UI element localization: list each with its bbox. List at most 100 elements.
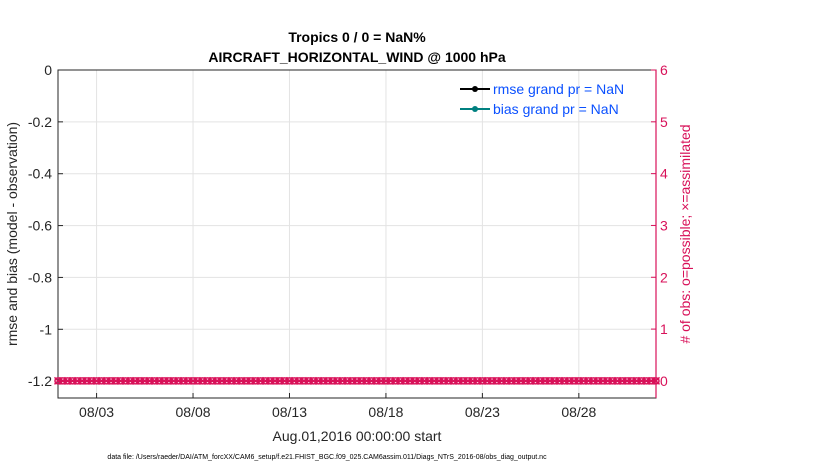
obs-possible-marker bbox=[589, 377, 598, 385]
obs-possible-marker bbox=[555, 377, 564, 385]
obs-possible-marker bbox=[102, 377, 110, 385]
obs-markers bbox=[53, 376, 661, 385]
y-tick-label-left: -1 bbox=[40, 321, 53, 337]
obs-possible-marker bbox=[459, 377, 467, 385]
obs-possible-marker bbox=[512, 377, 520, 385]
obs-possible-marker bbox=[213, 377, 221, 385]
obs-possible-marker bbox=[522, 377, 530, 385]
obs-possible-marker bbox=[54, 377, 62, 385]
obs-possible-marker bbox=[261, 377, 270, 385]
obs-possible-marker bbox=[300, 377, 308, 385]
obs-possible-marker bbox=[449, 377, 458, 385]
obs-possible-marker bbox=[546, 377, 554, 385]
obs-possible-marker bbox=[478, 377, 487, 385]
obs-possible-marker bbox=[517, 377, 525, 385]
obs-possible-marker bbox=[632, 377, 641, 385]
obs-possible-marker bbox=[242, 377, 250, 385]
obs-possible-marker bbox=[218, 377, 226, 385]
obs-possible-marker bbox=[126, 377, 135, 385]
plot-area bbox=[57, 69, 657, 399]
obs-possible-marker bbox=[194, 377, 202, 385]
obs-possible-marker bbox=[169, 377, 178, 385]
obs-possible-marker bbox=[116, 377, 125, 385]
y-tick-label-left: -0.4 bbox=[28, 166, 52, 182]
obs-possible-marker bbox=[550, 377, 559, 385]
obs-possible-marker bbox=[290, 377, 299, 385]
obs-possible-marker bbox=[333, 377, 342, 385]
obs-possible-marker bbox=[367, 377, 376, 385]
obs-possible-marker bbox=[160, 377, 168, 385]
obs-possible-marker bbox=[526, 377, 535, 385]
y-ticks-left: 0 -0.2 -0.4 -0.6 -0.8 -1 -1.2 bbox=[28, 62, 63, 389]
obs-possible-marker bbox=[531, 377, 540, 385]
y-tick-label-right: 4 bbox=[660, 166, 668, 182]
obs-possible-marker bbox=[473, 377, 482, 385]
obs-possible-marker bbox=[497, 377, 506, 385]
obs-possible-marker bbox=[266, 377, 274, 385]
obs-possible-marker bbox=[256, 377, 265, 385]
obs-possible-marker bbox=[613, 377, 622, 385]
obs-possible-marker bbox=[430, 377, 438, 385]
y-tick-label-left: 0 bbox=[44, 62, 52, 78]
obs-possible-marker bbox=[232, 377, 241, 385]
obs-possible-marker bbox=[637, 377, 646, 385]
x-tick-label: 08/28 bbox=[561, 404, 596, 420]
obs-possible-marker bbox=[83, 377, 91, 385]
obs-possible-marker bbox=[570, 377, 578, 385]
obs-possible-marker bbox=[536, 377, 545, 385]
obs-possible-marker bbox=[343, 377, 352, 385]
obs-possible-marker bbox=[285, 377, 294, 385]
obs-possible-marker bbox=[377, 377, 385, 385]
obs-possible-marker bbox=[406, 377, 414, 385]
obs-possible-marker bbox=[150, 377, 159, 385]
obs-possible-marker bbox=[184, 377, 192, 385]
obs-possible-marker bbox=[227, 377, 236, 385]
obs-possible-marker bbox=[203, 377, 212, 385]
obs-possible-marker bbox=[372, 377, 381, 385]
obs-possible-marker bbox=[444, 377, 453, 385]
obs-possible-marker bbox=[579, 377, 588, 385]
obs-possible-marker bbox=[507, 377, 516, 385]
y-tick-label-left: -1.2 bbox=[28, 373, 52, 389]
obs-possible-marker bbox=[314, 377, 323, 385]
obs-possible-marker bbox=[623, 377, 631, 385]
obs-assimilated-marker bbox=[651, 376, 661, 385]
obs-possible-marker bbox=[420, 377, 429, 385]
legend: rmse grand pr = NaN bias grand pr = NaN bbox=[460, 81, 624, 117]
legend-bias-label: bias grand pr = NaN bbox=[493, 101, 619, 117]
obs-possible-marker bbox=[618, 377, 626, 385]
obs-possible-marker bbox=[155, 377, 164, 385]
obs-possible-marker bbox=[604, 377, 612, 385]
obs-possible-marker bbox=[251, 377, 260, 385]
obs-possible-marker bbox=[179, 377, 188, 385]
y-axis-label-left: rmse and bias (model - observation) bbox=[4, 122, 20, 346]
obs-possible-marker bbox=[493, 377, 501, 385]
y-axis-label-right: # of obs: o=possible; ×=assimilated bbox=[677, 124, 693, 343]
obs-possible-marker bbox=[652, 377, 660, 385]
obs-possible-marker bbox=[223, 377, 231, 385]
y-tick-label-left: -0.6 bbox=[28, 218, 52, 234]
obs-possible-marker bbox=[387, 377, 395, 385]
obs-possible-marker bbox=[502, 377, 511, 385]
y-tick-label-left: -0.8 bbox=[28, 269, 52, 285]
obs-possible-marker bbox=[440, 377, 448, 385]
y-tick-label-left: -0.2 bbox=[28, 114, 52, 130]
obs-possible-marker bbox=[141, 377, 149, 385]
obs-possible-marker bbox=[348, 377, 356, 385]
obs-possible-marker bbox=[358, 377, 366, 385]
obs-possible-marker bbox=[425, 377, 434, 385]
obs-possible-marker bbox=[112, 377, 120, 385]
obs-possible-marker bbox=[271, 377, 279, 385]
obs-possible-marker bbox=[411, 377, 419, 385]
obs-possible-marker bbox=[208, 377, 217, 385]
obs-possible-marker bbox=[468, 377, 477, 385]
obs-possible-marker bbox=[454, 377, 463, 385]
obs-possible-marker bbox=[305, 377, 313, 385]
obs-possible-marker bbox=[78, 377, 86, 385]
obs-possible-marker bbox=[391, 377, 400, 385]
obs-possible-marker bbox=[63, 377, 72, 385]
chart-title-line2: AIRCRAFT_HORIZONTAL_WIND @ 1000 hPa bbox=[208, 49, 506, 65]
obs-possible-marker bbox=[488, 377, 496, 385]
obs-possible-marker bbox=[435, 377, 443, 385]
